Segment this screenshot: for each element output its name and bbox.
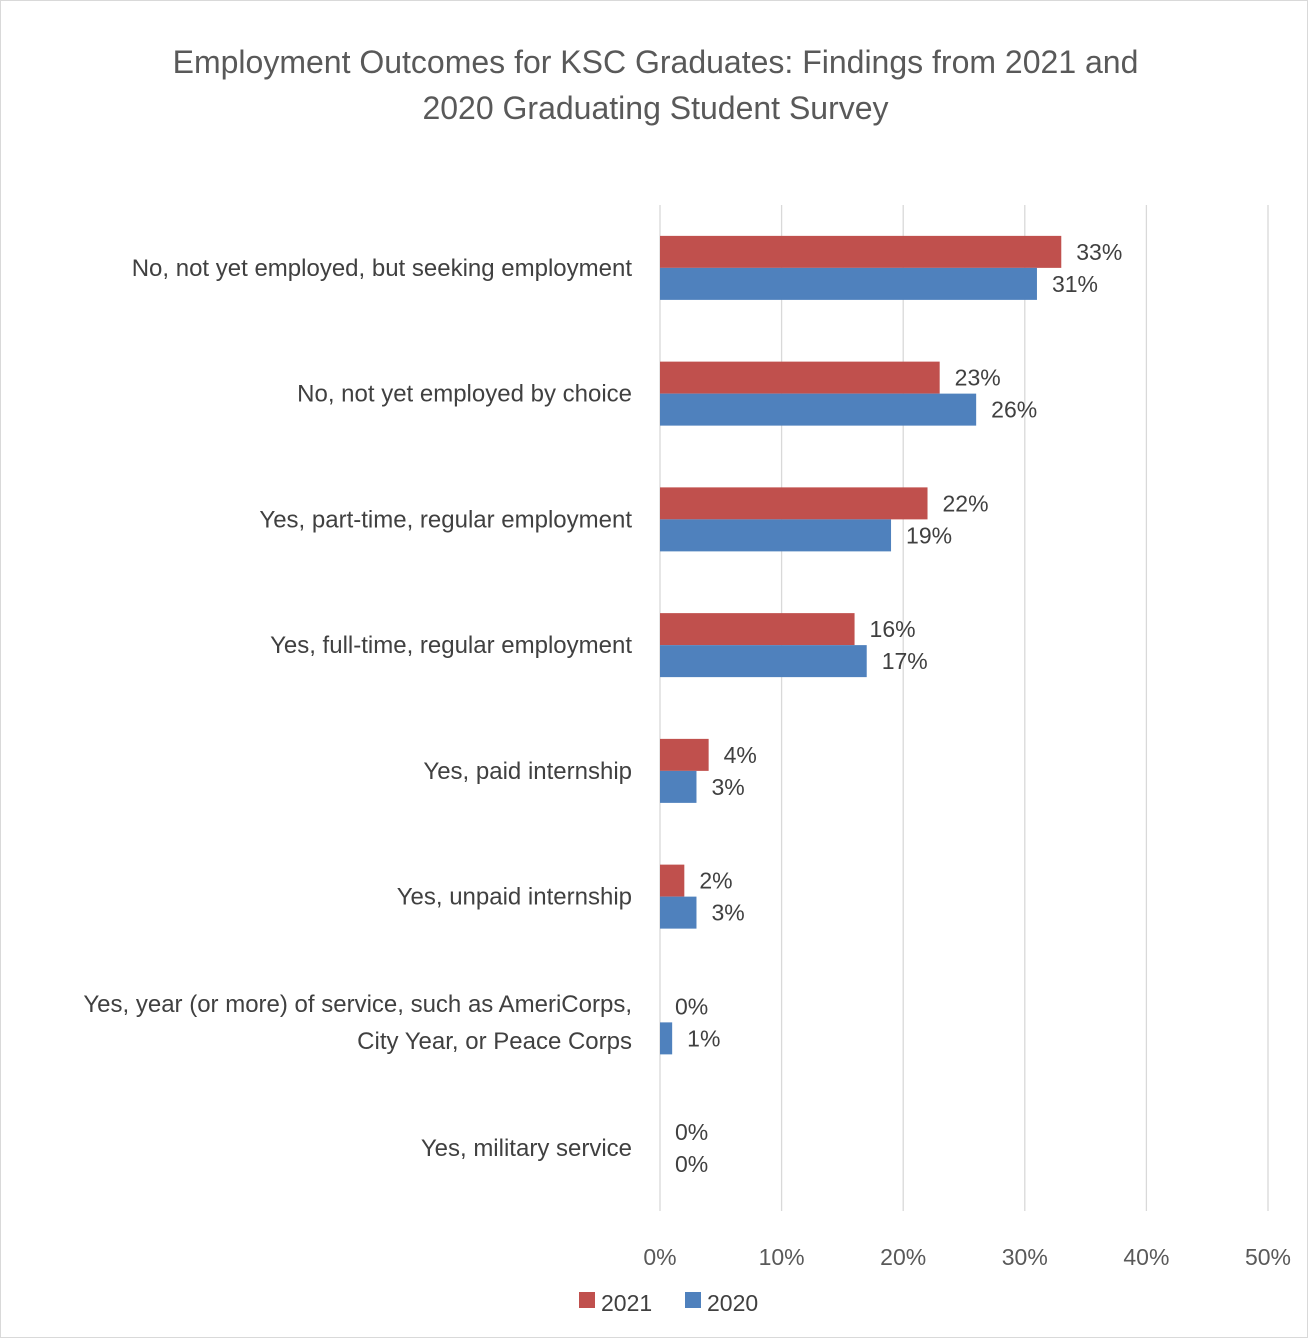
x-tick-label: 50%: [1245, 1244, 1291, 1270]
category-label: City Year, or Peace Corps: [357, 1028, 632, 1055]
data-label-2021: 23%: [955, 365, 1001, 391]
data-label-2020: 17%: [882, 648, 928, 674]
bar-2021: [660, 613, 855, 646]
legend-label-2021: 2021: [601, 1290, 652, 1316]
bar-2020: [660, 896, 697, 929]
x-tick-label: 40%: [1123, 1244, 1169, 1270]
data-label-2020: 0%: [675, 1151, 708, 1177]
chart-title: Employment Outcomes for KSC Graduates: F…: [1, 39, 1309, 131]
chart-title-line-2: 2020 Graduating Student Survey: [422, 90, 889, 126]
data-label-2021: 33%: [1076, 239, 1122, 265]
category-label: No, not yet employed, but seeking employ…: [132, 255, 633, 282]
data-label-2020: 19%: [906, 522, 952, 548]
data-label-2021: 2%: [699, 868, 732, 894]
category-label: Yes, year (or more) of service, such as …: [83, 991, 632, 1018]
bar-2021: [660, 864, 685, 897]
bar-2020: [660, 1022, 673, 1055]
data-label-2020: 1%: [687, 1025, 720, 1051]
category-label: Yes, unpaid internship: [397, 884, 632, 911]
bar-2021: [660, 487, 928, 520]
x-tick-label: 20%: [880, 1244, 926, 1270]
legend-swatch-2020: [685, 1292, 701, 1308]
category-label: Yes, paid internship: [423, 758, 632, 785]
data-label-2021: 4%: [724, 742, 757, 768]
bar-2020: [660, 645, 867, 678]
bar-2020: [660, 393, 977, 426]
bar-2021: [660, 738, 709, 771]
data-label-2021: 0%: [675, 1119, 708, 1145]
bar-2020: [660, 267, 1037, 300]
data-label-2021: 22%: [943, 490, 989, 516]
legend-label-2020: 2020: [707, 1290, 758, 1316]
data-label-2020: 3%: [711, 774, 744, 800]
category-label: Yes, military service: [421, 1135, 632, 1162]
data-label-2021: 0%: [675, 993, 708, 1019]
x-tick-label: 0%: [643, 1244, 676, 1270]
category-label: Yes, part-time, regular employment: [259, 506, 632, 533]
bar-2020: [660, 770, 697, 803]
x-tick-label: 10%: [759, 1244, 805, 1270]
data-label-2020: 26%: [991, 397, 1037, 423]
data-label-2020: 3%: [711, 900, 744, 926]
category-label: No, not yet employed by choice: [297, 381, 632, 408]
bar-2021: [660, 235, 1062, 268]
data-label-2020: 31%: [1052, 271, 1098, 297]
category-label: Yes, full-time, regular employment: [270, 632, 632, 659]
data-label-2021: 16%: [870, 616, 916, 642]
bar-2021: [660, 361, 940, 394]
x-tick-label: 30%: [1002, 1244, 1048, 1270]
bar-2020: [660, 519, 892, 552]
chart-title-line-1: Employment Outcomes for KSC Graduates: F…: [172, 44, 1139, 80]
legend-swatch-2021: [579, 1292, 595, 1308]
